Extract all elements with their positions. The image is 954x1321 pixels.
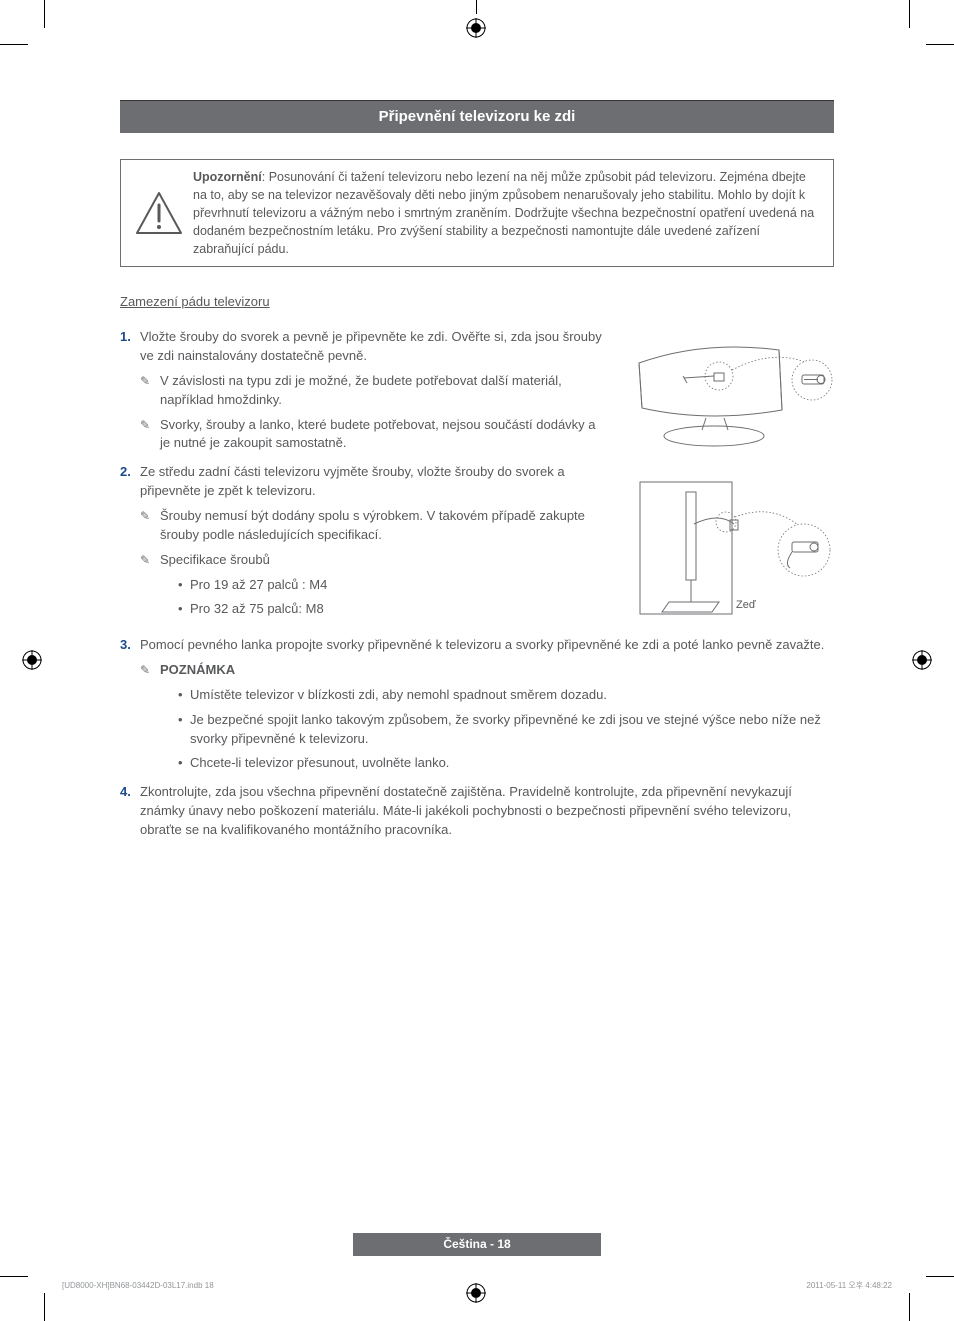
steps-list: Vložte šrouby do svorek a pevně je připe… — [120, 328, 606, 619]
print-filename: [UD8000-XH]BN68-03442D-03L17.indb 18 — [62, 1280, 214, 1292]
bullet-list: Pro 19 až 27 palců : M4 Pro 32 až 75 palc… — [160, 576, 606, 620]
note-icon: ✎ — [140, 552, 150, 569]
note-text: Specifikace šroubů — [160, 552, 270, 567]
crop-mark — [926, 1276, 954, 1277]
bullet-item: Chcete-li televizor přesunout, uvolněte … — [178, 754, 834, 773]
bullet-item: Umístěte televizor v blízkosti zdi, aby … — [178, 686, 834, 705]
note-text: V závislosti na typu zdi je možné, že bu… — [160, 373, 562, 407]
warning-label: Upozornění — [193, 170, 262, 184]
note-line: ✎ V závislosti na typu zdi je možné, že b… — [140, 372, 606, 410]
registration-mark-icon — [466, 1283, 486, 1303]
warning-body: : Posunování či tažení televizoru nebo l… — [193, 170, 814, 257]
wall-label: Zeď — [736, 599, 756, 611]
section-title: Připevnění televizoru ke zdi — [379, 108, 576, 125]
step-text: Ze středu zadní části televizoru vyjměte… — [140, 463, 606, 501]
warning-text: Upozornění: Posunování či tažení televiz… — [187, 168, 823, 259]
crop-mark — [926, 44, 954, 45]
note-icon: ✎ — [140, 662, 150, 679]
step-item: Vložte šrouby do svorek a pevně je připe… — [120, 328, 606, 453]
note-line: ✎ Šrouby nemusí být dodány spolu s výrobk… — [140, 507, 606, 545]
page-content: Připevnění televizoru ke zdi Upozornění:… — [120, 100, 834, 850]
step-item: Pomocí pevného lanka propojte svorky při… — [120, 636, 834, 773]
crop-mark — [44, 1293, 45, 1321]
step-text: Pomocí pevného lanka propojte svorky při… — [140, 636, 834, 655]
note-text: Šrouby nemusí být dodány spolu s výrobke… — [160, 508, 585, 542]
note-text: Svorky, šrouby a lanko, které budete pot… — [160, 417, 596, 451]
section-header: Připevnění televizoru ke zdi — [120, 100, 834, 133]
caution-icon — [131, 168, 187, 259]
crop-mark — [909, 0, 910, 28]
subsection-heading: Zamezení pádu televizoru — [120, 293, 270, 312]
note-icon: ✎ — [140, 417, 150, 434]
registration-mark-icon — [912, 650, 932, 670]
illustration-top — [624, 328, 834, 468]
illustration-bottom: Zeď — [624, 472, 834, 632]
note-line: ✎ Specifikace šroubů — [140, 551, 606, 570]
step-text: Vložte šrouby do svorek a pevně je připe… — [140, 328, 606, 366]
step-item: Zkontrolujte, zda jsou všechna připevněn… — [120, 783, 834, 840]
step-text: Zkontrolujte, zda jsou všechna připevněn… — [140, 783, 834, 840]
steps-list-wide: Pomocí pevného lanka propojte svorky při… — [120, 636, 834, 840]
crop-mark — [0, 44, 28, 45]
note-line: ✎ POZNÁMKA — [140, 661, 834, 680]
bullet-item: Pro 32 až 75 palců: M8 — [178, 600, 606, 619]
note-icon: ✎ — [140, 373, 150, 390]
note-line: ✎ Svorky, šrouby a lanko, které budete po… — [140, 416, 606, 454]
print-timestamp: 2011-05-11 오후 4:48:22 — [806, 1280, 892, 1292]
note-text: POZNÁMKA — [160, 662, 235, 677]
crop-mark — [44, 0, 45, 28]
bullet-item: Je bezpečné spojit lanko takovým způsobe… — [178, 711, 834, 749]
crop-mark — [909, 1293, 910, 1321]
bullet-item: Pro 19 až 27 palců : M4 — [178, 576, 606, 595]
page-number: Čeština - 18 — [353, 1233, 600, 1256]
crop-mark — [476, 0, 477, 14]
registration-mark-icon — [466, 18, 486, 38]
step-item: Ze středu zadní části televizoru vyjměte… — [120, 463, 606, 619]
bullet-list: Umístěte televizor v blízkosti zdi, aby … — [160, 686, 834, 773]
warning-box: Upozornění: Posunování či tažení televiz… — [120, 159, 834, 268]
page-footer: Čeština - 18 — [120, 1230, 834, 1259]
crop-mark — [0, 1276, 28, 1277]
registration-mark-icon — [22, 650, 42, 670]
note-icon: ✎ — [140, 508, 150, 525]
